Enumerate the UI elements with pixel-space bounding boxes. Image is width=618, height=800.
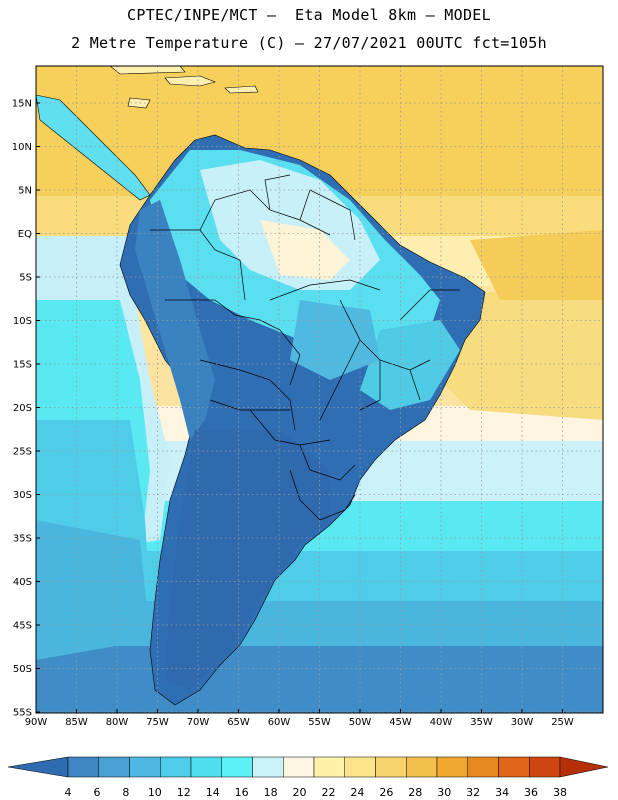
country-borders	[150, 174, 460, 521]
latitude-labels: 15N 10N 5N EQ 5S 10S 15S 20S 25S 30S 35S 40S 45S 50S 5…	[12, 99, 40, 719]
colorbar-label: 10	[148, 786, 162, 799]
latitude-label: 15N	[12, 99, 32, 110]
colorbar-segment	[252, 756, 284, 778]
latitude-label: 5N	[18, 186, 32, 197]
colorbar-label: 4	[65, 786, 72, 799]
longitude-labels: 90W 85W 80W 75W 70W 65W 60W 55W 50W 45W 40W 35W 30W 2…	[25, 709, 574, 728]
colorbar-segment	[529, 756, 561, 778]
temperature-field	[36, 66, 603, 713]
colorbar: 4 6 8 10 12 14 16 18 20 22 24 26 28 30 32 34 36 38	[7, 756, 609, 799]
colorbar-max-triangle	[559, 756, 609, 778]
longitude-label: 80W	[106, 717, 129, 728]
colorbar-label: 34	[495, 786, 509, 799]
colorbar-segment	[313, 756, 345, 778]
chart-title-line-2: 2 Metre Temperature (C) – 27/07/2021 00U…	[71, 34, 547, 52]
longitude-label: 35W	[470, 717, 493, 728]
colorbar-label: 6	[93, 786, 100, 799]
latitude-label: 35S	[13, 534, 32, 545]
latitude-label: 10N	[12, 142, 32, 153]
longitude-label: 60W	[268, 717, 291, 728]
colorbar-segment	[283, 756, 315, 778]
colorbar-segment	[67, 756, 99, 778]
longitude-label: 50W	[349, 717, 372, 728]
longitude-label: 90W	[25, 717, 48, 728]
colorbar-label: 38	[553, 786, 567, 799]
colorbar-segment	[190, 756, 222, 778]
colorbar-segment	[498, 756, 530, 778]
longitude-label: 75W	[146, 717, 169, 728]
colorbar-label: 8	[122, 786, 129, 799]
longitude-label: 55W	[308, 717, 331, 728]
latitude-label: 50S	[13, 664, 32, 675]
latitude-label: 15S	[13, 360, 32, 371]
colorbar-label: 18	[264, 786, 278, 799]
longitude-label: 70W	[187, 717, 210, 728]
colorbar-label: 16	[235, 786, 249, 799]
colorbar-segment	[221, 756, 253, 778]
latitude-label: 20S	[13, 403, 32, 414]
colorbar-label: 14	[206, 786, 220, 799]
chart-title-line-1: CPTEC/INPE/MCT – Eta Model 8km – MODEL	[127, 6, 491, 24]
longitude-label: 25W	[551, 717, 574, 728]
colorbar-label: 12	[177, 786, 191, 799]
longitude-label: 45W	[389, 717, 412, 728]
colorbar-label: 22	[321, 786, 335, 799]
colorbar-segment	[160, 756, 192, 778]
colorbar-label: 20	[293, 786, 307, 799]
colorbar-label: 26	[379, 786, 393, 799]
longitude-label: 40W	[430, 717, 453, 728]
latitude-label: EQ	[18, 229, 32, 240]
colorbar-segment	[98, 756, 130, 778]
longitude-label: 30W	[511, 717, 534, 728]
longitude-label: 85W	[65, 717, 88, 728]
longitude-label: 65W	[227, 717, 250, 728]
colorbar-segment	[344, 756, 376, 778]
colorbar-label: 36	[524, 786, 538, 799]
latitude-label: 10S	[13, 316, 32, 327]
colorbar-segment	[375, 756, 407, 778]
latitude-label: 45S	[13, 621, 32, 632]
latitude-label: 30S	[13, 490, 32, 501]
latitude-label: 5S	[19, 273, 32, 284]
colorbar-label: 24	[350, 786, 364, 799]
latitude-label: 25S	[13, 447, 32, 458]
colorbar-label: 32	[466, 786, 480, 799]
colorbar-label: 30	[437, 786, 451, 799]
colorbar-label: 28	[408, 786, 422, 799]
colorbar-segment	[129, 756, 161, 778]
colorbar-segment	[467, 756, 499, 778]
latitude-label: 55S	[13, 708, 32, 719]
colorbar-min-triangle	[7, 756, 69, 778]
colorbar-segment	[406, 756, 438, 778]
latitude-label: 40S	[13, 577, 32, 588]
colorbar-segment	[436, 756, 468, 778]
